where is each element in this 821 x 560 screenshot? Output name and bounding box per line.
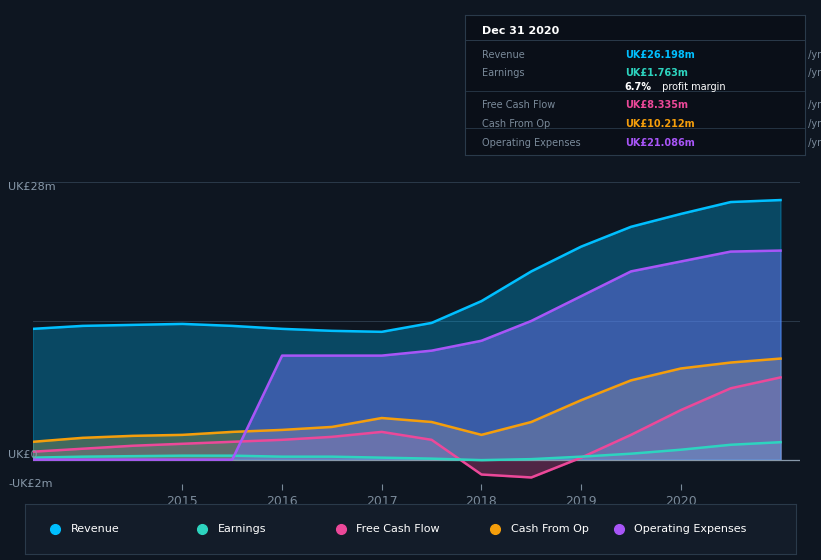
Text: Earnings: Earnings	[482, 68, 525, 78]
Text: Dec 31 2020: Dec 31 2020	[482, 26, 559, 36]
Text: UK£28m: UK£28m	[8, 182, 56, 192]
Text: UK£26.198m: UK£26.198m	[625, 50, 695, 60]
Text: -UK£2m: -UK£2m	[8, 479, 53, 489]
Text: Revenue: Revenue	[71, 524, 120, 534]
Text: UK£21.086m: UK£21.086m	[625, 138, 695, 148]
Text: UK£1.763m: UK£1.763m	[625, 68, 688, 78]
Text: Cash From Op: Cash From Op	[482, 119, 550, 129]
Text: Revenue: Revenue	[482, 50, 525, 60]
Text: UK£0: UK£0	[8, 450, 38, 460]
Text: profit margin: profit margin	[658, 82, 726, 92]
Text: /yr: /yr	[805, 68, 821, 78]
Text: /yr: /yr	[805, 100, 821, 110]
Text: /yr: /yr	[805, 119, 821, 129]
Text: Operating Expenses: Operating Expenses	[482, 138, 580, 148]
Text: Earnings: Earnings	[218, 524, 266, 534]
Text: UK£10.212m: UK£10.212m	[625, 119, 695, 129]
Text: /yr: /yr	[805, 138, 821, 148]
Text: Cash From Op: Cash From Op	[511, 524, 589, 534]
Text: 6.7%: 6.7%	[625, 82, 652, 92]
Text: UK£8.335m: UK£8.335m	[625, 100, 688, 110]
Text: Free Cash Flow: Free Cash Flow	[356, 524, 440, 534]
Text: Free Cash Flow: Free Cash Flow	[482, 100, 555, 110]
Text: /yr: /yr	[805, 50, 821, 60]
Text: Operating Expenses: Operating Expenses	[635, 524, 746, 534]
